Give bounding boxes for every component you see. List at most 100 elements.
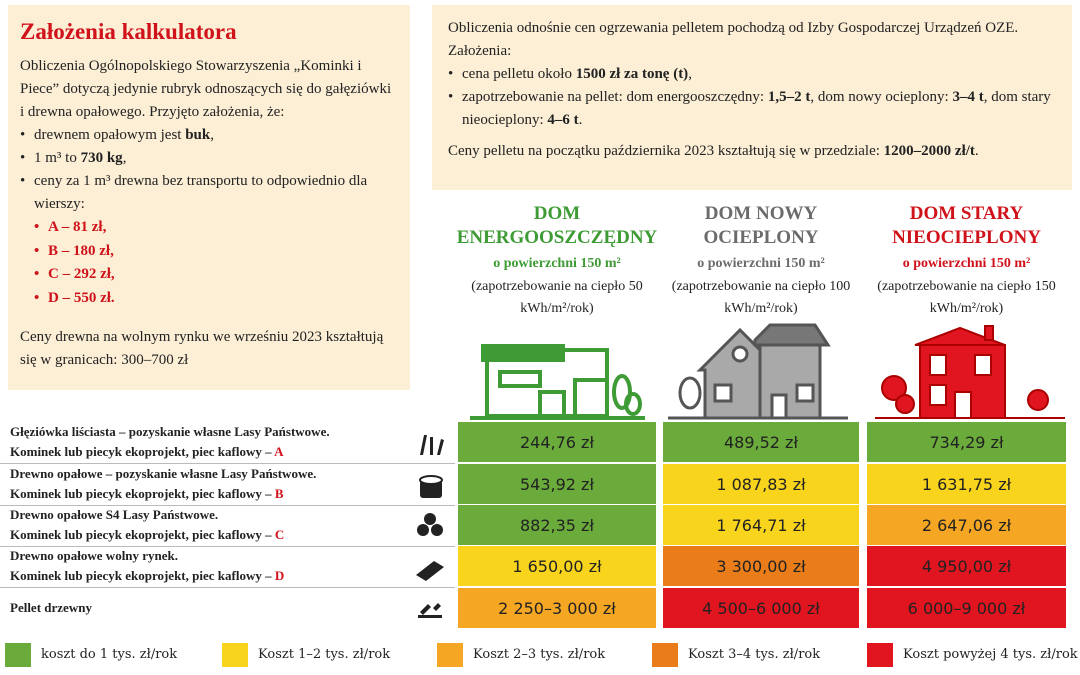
bold-text: 4–6 t [547,112,579,128]
label-line: Kominek lub piecyk ekoprojekt, piec kafl… [10,442,410,462]
bullet: ceny za 1 m³ drewna bez transportu to od… [20,170,398,216]
column-header: DOM STARY NIEOCIEPLONY o powierzchni 150 m… [842,202,1080,320]
text: , [688,66,692,82]
text: Kominek lub piecyk ekoprojekt, piec kafl… [10,527,275,542]
text: ceny za 1 m³ drewna bez transportu to od… [34,173,368,212]
bullet-list: drewnem opałowym jest buk,1 m³ to 730 kg… [20,124,398,216]
text: drewnem opałowym jest [34,127,186,143]
text: , [210,127,214,143]
row-icons [416,435,444,618]
cost-cell: 882,35 zł [458,505,656,545]
row-separator [0,462,455,464]
note: Ceny drewna na wolnym rynku we wrześniu … [20,326,398,372]
row-letter: A [274,444,284,459]
price: C – 292 zł, [34,263,398,287]
cost-cell: 2 250–3 000 zł [458,588,656,628]
column-area: o powierzchni 150 m² [493,256,621,271]
label-line: Kominek lub piecyk ekoprojekt, piec kafl… [10,566,410,586]
legend-label: Koszt 3–4 tys. zł/rok [688,647,821,662]
text: , dom stary nieocieplony: [462,89,1051,128]
label-line: Drewno opałowe – pozyskanie własne Lasy … [10,466,317,481]
row-label: Pellet drzewny [10,588,410,628]
cost-cell: 6 000–9 000 zł [867,588,1066,628]
intro: Obliczenia Ogólnopolskiego Stowarzyszeni… [20,55,398,124]
column-title: DOM STARY NIEOCIEPLONY [842,202,1080,250]
label-line: Głęziówka liściasta – pozyskanie własne … [10,424,330,439]
text: Ceny pelletu na początku października 20… [448,143,884,159]
column-title: DOM NOWY OCIEPLONY [636,202,886,250]
row-letter: D [274,568,285,583]
legend-label: Koszt powyżej 4 tys. zł/rok [903,647,1078,662]
text: Ceny drewna na wolnym rynku we wrześniu … [20,329,384,368]
title-line: DOM NOWY [704,203,818,224]
legend-label: koszt do 1 tys. zł/rok [41,647,178,662]
note: Ceny pelletu na początku października 20… [448,140,1056,163]
row-separator [0,504,455,506]
text: . [974,143,979,159]
house-red [875,325,1065,419]
bullet-list: cena pelletu około 1500 zł za tonę (t), z… [448,63,1056,132]
text: Kominek lub piecyk ekoprojekt, piec kafl… [10,568,275,583]
column-demand: (zapotrzebowanie na ciepło 50 kWh/m²/rok… [471,279,643,316]
text: zapotrzebowanie na pellet: dom energoosz… [462,89,768,105]
text: Kominek lub piecyk ekoprojekt, piec kafl… [10,444,275,459]
legend-swatch [222,643,248,667]
price: A – 81 zł, [34,216,398,240]
cost-cell: 244,76 zł [458,422,656,462]
legend-label: Koszt 2–3 tys. zł/rok [473,647,606,662]
column-demand: (zapotrzebowanie na ciepło 150 kWh/m²/ro… [877,279,1056,316]
bold-text: 1,5–2 t [767,89,811,105]
price: D – 550 zł. [34,287,398,311]
text: Obliczenia odnośnie cen ogrzewania pelle… [448,20,1019,59]
pellet-box: Obliczenia odnośnie cen ogrzewania pelle… [432,5,1072,190]
column-area: o powierzchni 150 m² [902,256,1031,271]
cost-cell: 4 950,00 zł [867,546,1066,586]
column-demand: (zapotrzebowanie na ciepło 100 kWh/m²/ro… [671,279,851,316]
legend-label: Koszt 1–2 tys. zł/rok [258,647,391,662]
label-line: Kominek lub piecyk ekoprojekt, piec kafl… [10,484,410,504]
row-letter: B [274,486,284,501]
row-separator [0,586,455,588]
bullet: cena pelletu około 1500 zł za tonę (t), [448,63,1056,86]
price: B – 180 zł, [34,240,398,264]
text: Kominek lub piecyk ekoprojekt, piec kafl… [10,486,275,501]
row-letter: C [274,527,285,542]
cost-cell: 1 764,71 zł [663,505,859,545]
legend-swatch [5,643,31,667]
label-line: Pellet drzewny [10,600,92,615]
price-list: A – 81 zł,B – 180 zł,C – 292 zł,D – 550 … [20,216,398,310]
row-label: Głęziówka liściasta – pozyskanie własne … [10,422,410,462]
cost-cell: 1 631,75 zł [867,464,1066,504]
bullet: zapotrzebowanie na pellet: dom energoosz… [448,86,1056,132]
bold-text: 1500 zł za tonę (t) [575,66,689,82]
label-line: Drewno opałowe wolny rynek. [10,548,179,563]
title-line: DOM [533,203,581,224]
cost-cell: 543,92 zł [458,464,656,504]
column-header: DOM ENERGOOSZCZĘDNY o powierzchni 150 m² (z… [432,202,682,320]
bullet: 1 m³ to 730 kg, [20,147,398,170]
assumptions-box: Założenia kalkulatora Obliczenia Ogólnop… [8,5,410,390]
title-line: DOM STARY [909,203,1024,224]
legend-swatch [437,643,463,667]
house-gray [668,323,848,420]
intro: Obliczenia odnośnie cen ogrzewania pelle… [448,17,1056,63]
row-label: Drewno opałowe wolny rynek. Kominek lub p… [10,546,410,586]
house-green [470,344,645,420]
row-label: Drewno opałowe S4 Lasy Państwowe. Kominek… [10,505,410,545]
text: , dom nowy ocieplony: [810,89,953,105]
column-area: o powierzchni 150 m² [697,256,825,271]
row-label: Drewno opałowe – pozyskanie własne Lasy … [10,464,410,504]
text: . [578,112,583,128]
title-line: NIEOCIEPLONY [892,227,1041,248]
title-line: OCIEPLONY [703,227,819,248]
text: cena pelletu około [462,66,576,82]
label-line: Kominek lub piecyk ekoprojekt, piec kafl… [10,525,410,545]
column-header: DOM NOWY OCIEPLONY o powierzchni 150 m² (za… [636,202,886,320]
text: Obliczenia Ogólnopolskiego Stowarzyszeni… [20,58,392,120]
cost-cell: 1 087,83 zł [663,464,859,504]
cost-cell: 4 500–6 000 zł [663,588,859,628]
bullet: drewnem opałowym jest buk, [20,124,398,147]
box-title: Założenia kalkulatora [20,19,237,44]
